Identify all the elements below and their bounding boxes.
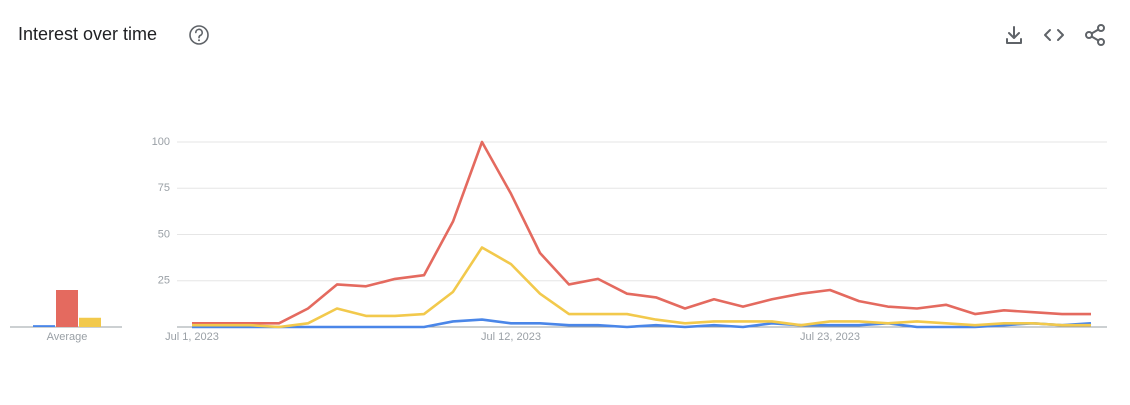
help-icon[interactable] xyxy=(189,25,209,45)
x-tick-label: Jul 1, 2023 xyxy=(165,331,219,343)
y-tick-label: 100 xyxy=(152,136,170,148)
share-icon[interactable] xyxy=(1085,24,1105,46)
embed-icon[interactable] xyxy=(1044,29,1064,41)
download-icon[interactable] xyxy=(1006,26,1022,44)
series-line xyxy=(192,246,1091,329)
y-tick-label: 25 xyxy=(158,275,170,287)
average-bar xyxy=(56,290,78,327)
average-label: Average xyxy=(47,331,88,343)
y-tick-label: 50 xyxy=(158,228,170,240)
x-tick-label: Jul 23, 2023 xyxy=(800,331,860,343)
average-bar xyxy=(79,317,101,327)
y-tick-label: 75 xyxy=(158,182,170,194)
series-line xyxy=(192,140,1091,325)
series-line xyxy=(192,318,1092,329)
chart-title: Interest over time xyxy=(18,24,157,44)
average-bar xyxy=(33,325,55,327)
x-tick-label: Jul 12, 2023 xyxy=(481,331,541,343)
